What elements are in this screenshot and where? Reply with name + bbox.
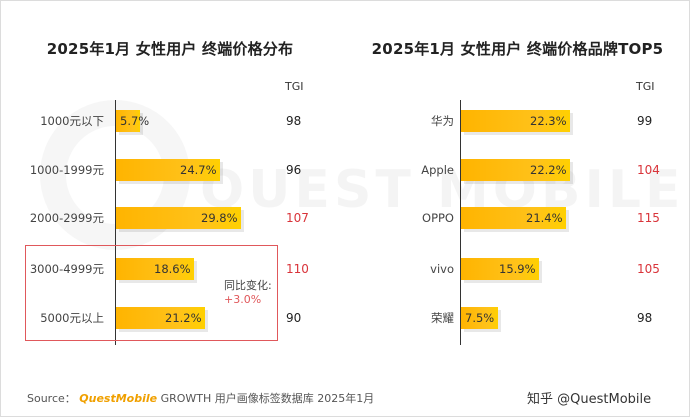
source-brand: QuestMobile: [79, 392, 158, 405]
price-distribution-panel: 2025年1月 女性用户 终端价格分布 TGI 1000元以下 5.7% 98 100…: [0, 0, 340, 417]
category-label: 1000元以下: [40, 114, 104, 128]
tgi-value: 99: [637, 114, 653, 128]
category-label: Apple: [421, 163, 454, 177]
bar: [116, 159, 220, 181]
category-label: 华为: [431, 114, 454, 128]
bar-value-label: 18.6%: [154, 262, 191, 276]
left-tgi-header: TGI: [285, 80, 304, 93]
tgi-value: 96: [286, 163, 302, 177]
tgi-value: 105: [637, 262, 660, 276]
tgi-value: 104: [637, 163, 660, 177]
bar-value-label: 21.2%: [165, 311, 202, 325]
bar: [116, 110, 140, 132]
source-prefix: Source：: [27, 392, 76, 405]
bar-value-label: 22.3%: [530, 114, 567, 128]
bar: [461, 110, 570, 132]
bar-value-label: 24.7%: [180, 163, 217, 177]
right-tgi-header: TGI: [636, 80, 655, 93]
bar-value-label: 15.9%: [499, 262, 536, 276]
bar: [461, 159, 570, 181]
bar: [461, 307, 498, 329]
left-chart-title: 2025年1月 女性用户 终端价格分布: [46, 40, 294, 58]
category-label: 5000元以上: [40, 311, 104, 325]
bar-value-label: 29.8%: [201, 211, 238, 225]
credit-watermark: 知乎 @QuestMobile: [527, 392, 652, 407]
tgi-value: 98: [286, 114, 302, 128]
source-text: GROWTH 用户画像标签数据库 2025年1月: [160, 392, 375, 405]
premium-segment-highlight-box: [25, 245, 278, 341]
right-chart-title: 2025年1月 女性用户 终端价格品牌TOP5: [371, 40, 664, 58]
right-category-axis: [460, 100, 461, 345]
category-label: 3000-4999元: [29, 262, 104, 276]
bar-value-label: 21.4%: [526, 211, 563, 225]
brand-top5-panel: 2025年1月 女性用户 终端价格品牌TOP5 TGI 华为 22.3% 99 App…: [345, 0, 690, 417]
category-label: 1000-1999元: [29, 163, 104, 177]
yoy-change-annotation: 同比变化: +3.0%: [224, 279, 272, 307]
yoy-change-value: +3.0%: [224, 293, 262, 306]
bar: [116, 258, 194, 280]
category-label: 荣耀: [431, 311, 454, 325]
left-category-axis: [115, 100, 116, 345]
category-label: 2000-2999元: [29, 211, 104, 225]
bar: [116, 307, 205, 329]
tgi-value: 98: [637, 311, 653, 325]
bar: [461, 258, 539, 280]
category-label: vivo: [430, 262, 454, 276]
source-note: Source： QuestMobile GROWTH 用户画像标签数据库 202…: [27, 390, 374, 406]
category-label: OPPO: [422, 211, 454, 225]
bar-value-label: 22.2%: [530, 163, 567, 177]
tgi-value: 115: [637, 211, 660, 225]
tgi-value: 107: [286, 211, 309, 225]
bar: [116, 207, 241, 229]
bar: [461, 207, 566, 229]
tgi-value: 90: [286, 311, 302, 325]
yoy-change-label: 同比变化:: [224, 279, 272, 292]
tgi-value: 110: [286, 262, 309, 276]
watermark-text: QUEST MOBILE: [200, 160, 685, 220]
bar-value-label: 5.7%: [120, 114, 150, 128]
bar-value-label: 7.5%: [465, 311, 495, 325]
